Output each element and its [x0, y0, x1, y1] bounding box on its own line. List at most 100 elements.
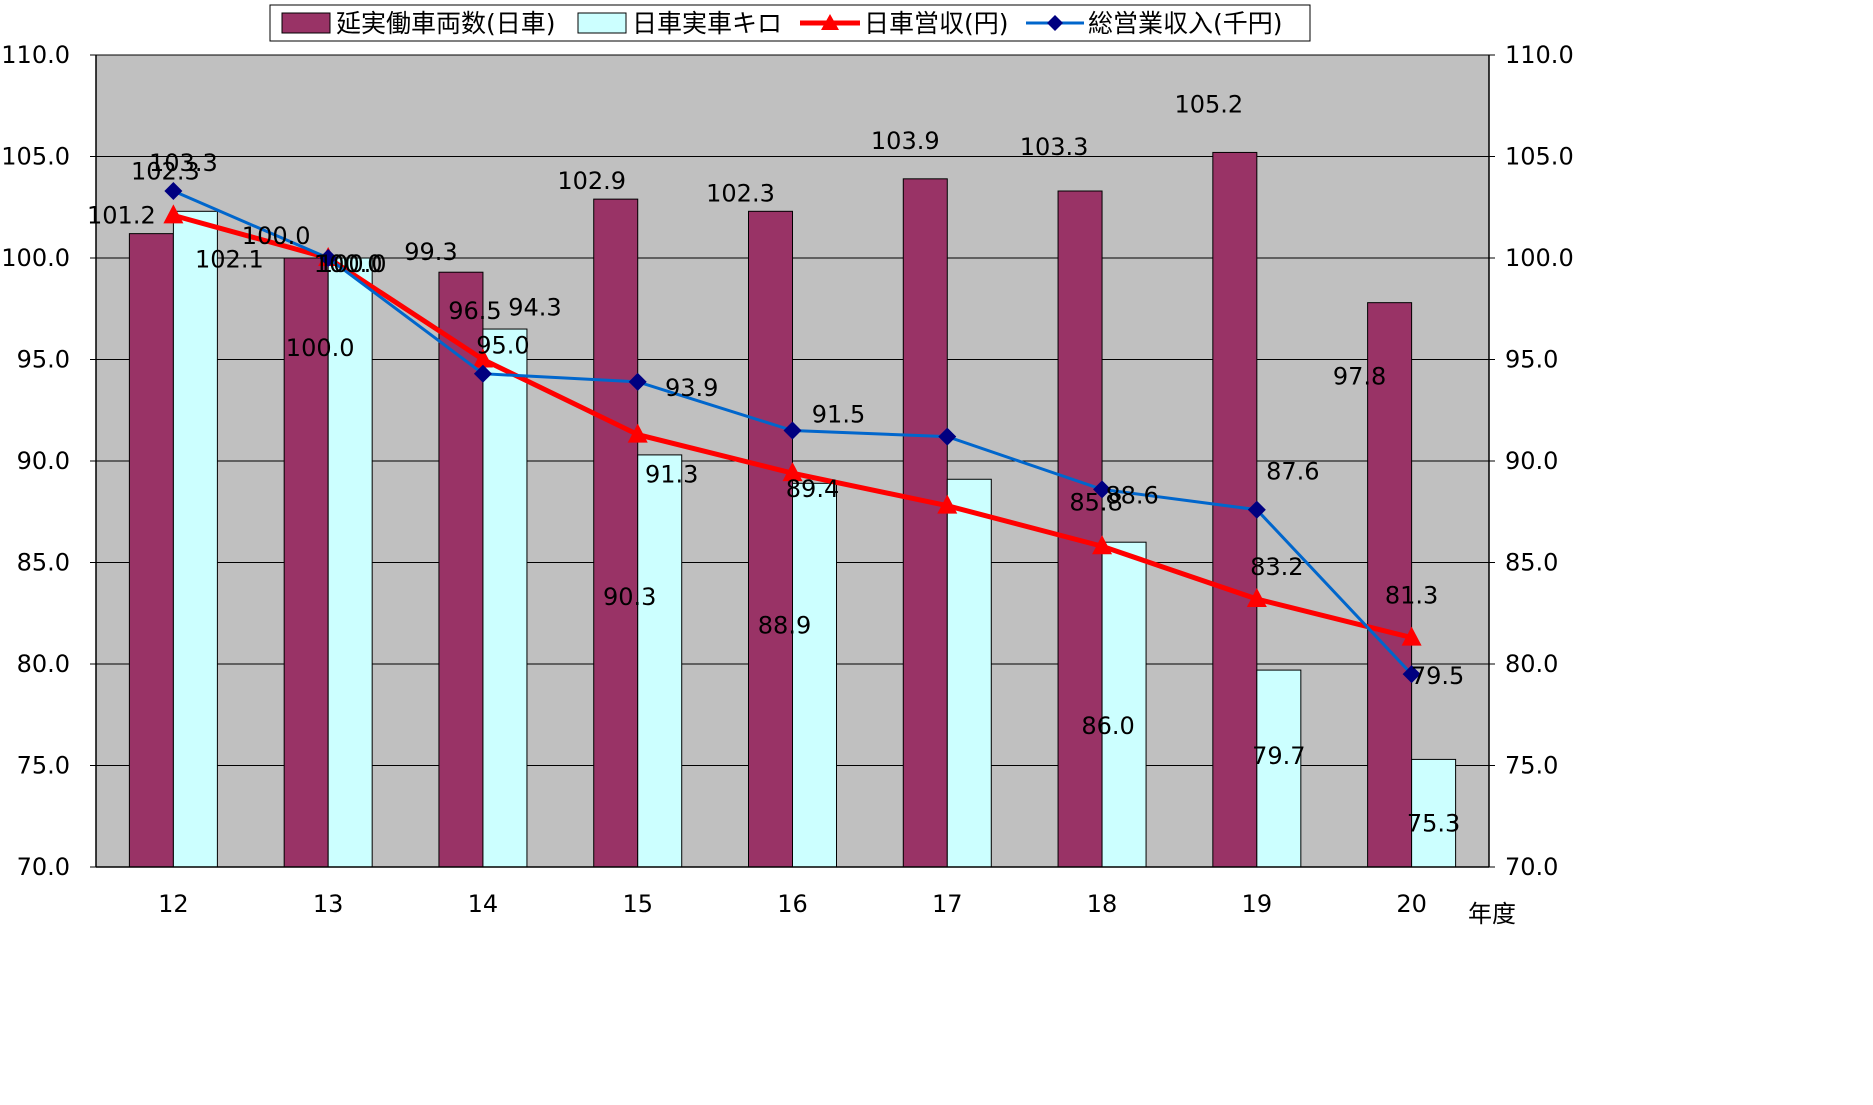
data-labels: 101.2 100.0 99.3 102.9 102.3 103.9 103.3 105.2 9…: [87, 90, 1464, 837]
x-tick-label: 20: [1396, 890, 1427, 918]
bar: [748, 210, 793, 868]
data-label: 100.0: [318, 250, 387, 278]
data-label: 91.3: [645, 461, 698, 489]
data-label: 87.6: [1266, 458, 1319, 486]
x-axis-title: 年度: [1468, 900, 1516, 928]
data-label: 103.3: [1020, 133, 1089, 161]
y-tick-label: 105.0: [1, 143, 70, 171]
y2-tick-label: 100.0: [1505, 244, 1574, 272]
y-tick-label: 90.0: [17, 447, 70, 475]
diamond-marker: [783, 421, 802, 440]
legend-label-1: 延実働車両数(日車): [336, 9, 556, 38]
triangle-marker: [1401, 626, 1422, 646]
diamond-marker: [473, 364, 492, 383]
x-tick-label: 14: [468, 890, 499, 918]
y-tick-label: 100.0: [1, 244, 70, 272]
y2-tick-label: 110.0: [1505, 41, 1574, 69]
axes: 70.0 70.0 75.0 75.0 80.0 80.0 85.0 85.0 90.0 90.0…: [1, 41, 1573, 918]
triangle-marker: [1092, 535, 1113, 555]
triangle-marker: [472, 348, 493, 368]
y-tick-label: 75.0: [17, 752, 70, 780]
legend-label-2: 日車実車キロ: [632, 9, 782, 38]
diamond-marker: [1247, 500, 1266, 519]
y-tick-label: 80.0: [17, 650, 70, 678]
data-label: 102.3: [706, 179, 775, 207]
data-label: 94.3: [508, 294, 561, 322]
legend-swatch-bar-2: [577, 12, 627, 34]
data-label: 85.8: [1069, 488, 1122, 516]
legend-marker-diamond: [1047, 15, 1063, 31]
data-label: 101.2: [87, 202, 156, 230]
triangle-marker: [1246, 588, 1267, 608]
y2-tick-label: 105.0: [1505, 143, 1574, 171]
data-label: 100.0: [242, 222, 311, 250]
triangle-marker: [163, 204, 184, 224]
data-label: 79.7: [1252, 742, 1305, 770]
data-label: 79.5: [1411, 662, 1464, 690]
bar: [637, 454, 683, 868]
bar: [1411, 758, 1457, 868]
legend-label-4: 総営業収入(千円): [1088, 9, 1283, 38]
y2-tick-label: 90.0: [1505, 447, 1558, 475]
data-label: 102.9: [557, 167, 626, 195]
data-label: 86.0: [1081, 712, 1134, 740]
bars: [128, 151, 1457, 868]
bar: [1057, 190, 1103, 868]
data-label: 89.4: [786, 475, 839, 503]
bar: [1256, 669, 1302, 868]
y-tick-label: 95.0: [17, 346, 70, 374]
diamond-marker: [628, 372, 647, 391]
lines: [163, 182, 1422, 684]
data-label: 81.3: [1385, 582, 1438, 610]
x-tick-label: 12: [158, 890, 189, 918]
data-label: 96.5: [448, 297, 501, 325]
data-label: 88.6: [1105, 481, 1158, 509]
bar: [172, 210, 218, 868]
diamond-marker: [319, 249, 338, 267]
bar: [902, 178, 948, 868]
bar: [482, 328, 528, 868]
data-label: 88.9: [758, 611, 811, 639]
y2-tick-label: 85.0: [1505, 549, 1558, 577]
y-tick-label: 85.0: [17, 549, 70, 577]
bar: [946, 478, 992, 868]
legend: 延実働車両数(日車) 日車実車キロ 日車営収(円) 総営業収入(千円): [269, 4, 1311, 42]
legend-marker-triangle: [821, 14, 839, 30]
y2-tick-label: 75.0: [1505, 752, 1558, 780]
data-label: 100.0: [314, 250, 383, 278]
data-label: 83.2: [1250, 553, 1303, 581]
data-label: 100.0: [286, 334, 355, 362]
bar: [792, 482, 837, 868]
bar: [1101, 541, 1147, 868]
diamond-marker: [1402, 665, 1421, 684]
y2-tick-label: 70.0: [1505, 853, 1558, 881]
data-label: 91.5: [812, 401, 865, 429]
y-tick-label: 70.0: [17, 853, 70, 881]
diamond-marker: [1093, 480, 1112, 499]
data-label: 103.3: [149, 149, 218, 177]
y2-tick-label: 95.0: [1505, 346, 1558, 374]
x-tick-label: 15: [622, 890, 653, 918]
data-label: 95.0: [476, 332, 529, 360]
data-label: 105.2: [1174, 90, 1243, 118]
bar: [327, 257, 373, 868]
x-tick-label: 17: [932, 890, 963, 918]
triangle-marker: [937, 494, 958, 514]
bar: [1367, 302, 1413, 868]
legend-swatch-bar-1: [281, 12, 331, 34]
x-tick-label: 16: [777, 890, 808, 918]
bar: [128, 233, 174, 868]
x-tick-label: 18: [1087, 890, 1118, 918]
data-label: 93.9: [665, 374, 718, 402]
data-label: 97.8: [1333, 363, 1386, 391]
x-tick-label: 19: [1242, 890, 1273, 918]
diamond-marker: [164, 182, 183, 201]
bar: [593, 198, 639, 868]
legend-box: [269, 4, 1311, 42]
triangle-marker: [627, 423, 648, 443]
triangle-marker: [782, 462, 803, 482]
y-tick-label: 110.0: [1, 41, 70, 69]
legend-label-3: 日車営収(円): [864, 9, 1009, 38]
data-label: 75.3: [1407, 809, 1460, 837]
